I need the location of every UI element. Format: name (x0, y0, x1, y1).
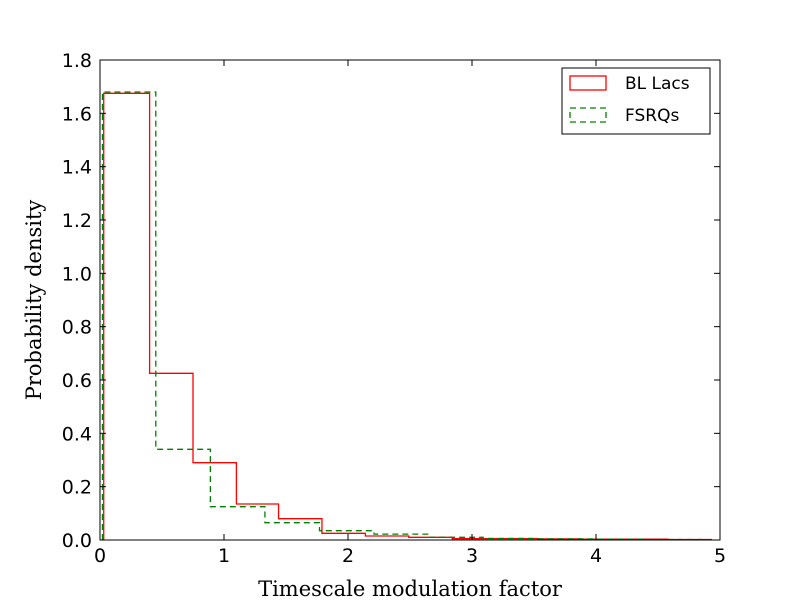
x-tick-label: 4 (590, 545, 602, 567)
x-tick-label: 3 (466, 545, 478, 567)
y-tick-label: 0.8 (62, 317, 92, 339)
x-tick-label: 0 (94, 545, 106, 567)
y-tick-label: 1.2 (62, 210, 92, 232)
x-tick-label: 5 (714, 545, 726, 567)
y-tick-label: 1.0 (62, 263, 92, 285)
x-tick-label: 1 (218, 545, 230, 567)
x-axis-title: Timescale modulation factor (258, 577, 563, 600)
legend-swatch-bl-lacs (569, 75, 607, 91)
legend-frame (561, 67, 711, 135)
y-tick-label: 0.4 (62, 423, 92, 445)
legend: BL Lacs FSRQs (561, 67, 711, 135)
y-tick-label: 0.6 (62, 370, 92, 392)
legend-label-fsrqs: FSRQs (625, 106, 679, 126)
y-tick-label: 1.8 (62, 50, 92, 72)
tick-layer: 0 1 2 3 4 5 0.0 0.2 0.4 0.6 0.8 1.0 1.2 1.4 1.6 1.8 (62, 50, 726, 567)
series-fsrqs-outline (101, 91, 703, 541)
plot-frame (99, 59, 721, 541)
series-layer (101, 91, 712, 541)
y-axis-title: Probability density (22, 200, 46, 401)
legend-swatch-fsrqs (569, 107, 607, 123)
x-tick-label: 2 (342, 545, 354, 567)
plot-area (100, 60, 720, 540)
y-tick-label: 0.2 (62, 477, 92, 499)
y-tick-label: 1.4 (62, 157, 92, 179)
y-tick-label: 1.6 (62, 103, 92, 125)
legend-label-bl-lacs: BL Lacs (625, 74, 690, 94)
y-tick-label: 0.0 (62, 530, 92, 552)
